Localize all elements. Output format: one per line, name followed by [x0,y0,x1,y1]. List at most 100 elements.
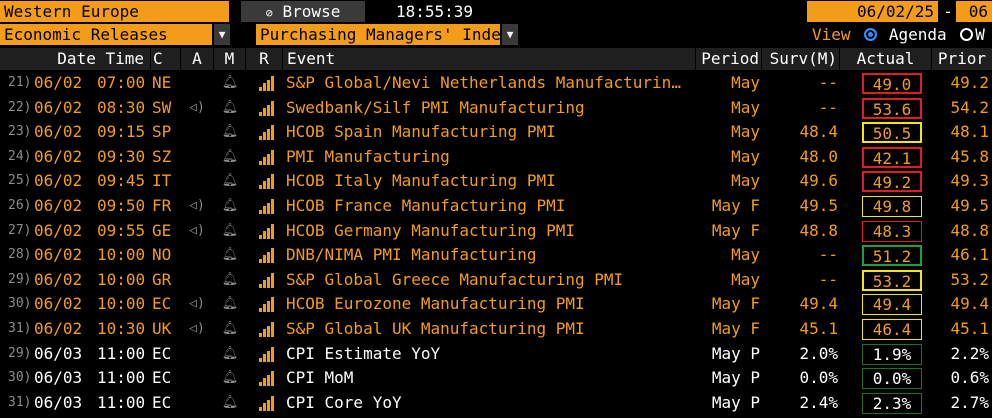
speaker-icon[interactable]: ◁) [189,321,205,336]
row-survey: -- [818,97,838,117]
row-survey: 49.6 [799,171,838,191]
bell-icon[interactable]: 🔔︎ [221,198,239,213]
row-event[interactable]: HCOB Eurozone Manufacturing PMI [286,294,585,314]
bell-icon[interactable]: 🔔︎ [221,173,239,189]
row-number: 27) [8,222,32,238]
col-survey[interactable]: Surv(M) [762,48,840,70]
row-event[interactable]: Swedbank/Silf PMI Manufacturing [286,97,585,117]
bell-icon[interactable]: 🔔︎ [221,124,239,140]
row-event[interactable]: DNB/NIMA PMI Manufacturing [286,245,537,265]
end-date-field[interactable]: 06 [956,1,992,22]
row-country: SZ [152,146,172,166]
col-monitor[interactable]: M [214,48,246,70]
table-row[interactable]: 30) 06/03 11:00 EC 🔔︎ CPI MoM May P 0.0% 0.0% 0.6… [0,366,992,391]
row-date: 06/02 [34,122,83,142]
row-time: 07:00 [97,73,146,92]
relevance-bars-icon [259,76,275,91]
table-row[interactable]: 28) 06/02 10:00 NO 🔔︎ DNB/NIMA PMI Manufactur… [0,243,992,268]
row-number: 29) [8,271,32,287]
table-row[interactable]: 30) 06/02 10:00 EC ◁) 🔔︎ HCOB Eurozone Manufac… [0,292,992,317]
agenda-option[interactable]: Agenda [888,25,947,44]
bell-icon[interactable]: 🔔︎ [221,394,239,410]
col-relevance[interactable]: R [246,48,283,70]
col-country[interactable]: C [151,48,181,70]
row-date: 06/03 [34,392,83,412]
table-row[interactable]: 29) 06/02 10:00 GR 🔔︎ S&P Global Greece Manuf… [0,268,992,293]
category-select[interactable]: Economic Releases [0,24,212,45]
table-row[interactable]: 21) 06/02 07:00 NE 🔔︎ S&P Global/Nevi Netherl… [0,71,992,96]
row-country: SW [152,97,172,117]
row-time: 10:00 [97,269,146,289]
bell-icon[interactable]: 🔔︎ [221,271,239,287]
row-event[interactable]: S&P Global UK Manufacturing PMI [286,319,585,338]
speaker-icon[interactable]: ◁) [189,296,205,312]
bell-icon[interactable]: 🔔︎ [221,75,239,90]
row-date: 06/03 [34,343,83,363]
browse-button[interactable]: ⊘ Browse [241,1,365,22]
row-event[interactable]: HCOB Germany Manufacturing PMI [286,220,575,240]
row-time: 11:00 [97,343,146,363]
bell-icon[interactable]: 🔔︎ [221,99,239,115]
other-view-radio-icon[interactable] [960,28,974,41]
row-event[interactable]: HCOB Spain Manufacturing PMI [286,122,556,142]
row-country: GR [152,269,172,289]
row-date: 06/02 [34,146,83,166]
row-event[interactable]: HCOB Italy Manufacturing PMI [286,171,556,191]
speaker-icon[interactable]: ◁) [189,222,205,238]
index-filter-select[interactable]: Purchasing Managers' Index [256,24,500,45]
col-period[interactable]: Period [696,48,762,70]
bell-icon[interactable]: 🔔︎ [221,345,239,361]
row-event[interactable]: PMI Manufacturing [286,146,450,166]
table-row[interactable]: 26) 06/02 09:50 FR ◁) 🔔︎ HCOB France Manufactu… [0,194,992,219]
relevance-bars-icon [259,125,275,141]
bell-icon[interactable]: 🔔︎ [221,370,239,386]
table-row[interactable]: 31) 06/03 11:00 EC 🔔︎ CPI Core YoY May P 2.4% 2.… [0,391,992,416]
bell-icon[interactable]: 🔔︎ [221,321,239,336]
table-row[interactable]: 22) 06/02 08:30 SW ◁) 🔔︎ Swedbank/Silf PMI Man… [0,96,992,121]
row-prior: 48.8 [950,220,989,240]
row-prior: 49.3 [950,171,989,191]
row-event[interactable]: CPI Core YoY [286,392,402,412]
row-country: EC [152,294,172,314]
table-row[interactable]: 25) 06/02 09:45 IT 🔔︎ HCOB Italy Manufacturin… [0,169,992,194]
col-prior[interactable]: Prior [937,49,986,68]
row-country: GE [152,220,172,240]
row-event[interactable]: CPI MoM [286,368,354,388]
table-row[interactable]: 27) 06/02 09:55 GE ◁) 🔔︎ HCOB Germany Manufact… [0,219,992,244]
row-period: May [731,73,760,92]
row-actual: 2.3% [862,392,922,414]
category-dropdown-icon[interactable]: ▼ [214,24,230,45]
table-row[interactable]: 23) 06/02 09:15 SP 🔔︎ HCOB Spain Manufacturin… [0,120,992,145]
index-filter-dropdown-icon[interactable]: ▼ [502,24,518,45]
region-field[interactable]: Western Europe [0,1,229,22]
speaker-icon[interactable]: ◁) [189,198,205,213]
col-alert[interactable]: A [181,48,214,70]
bell-icon[interactable]: 🔔︎ [221,247,239,263]
row-actual: 49.2 [862,171,922,193]
row-period: May [731,245,760,265]
table-row[interactable]: 24) 06/02 09:30 SZ 🔔︎ PMI Manufacturing May 48.… [0,145,992,170]
col-date-time[interactable]: Date Time [0,48,151,70]
row-event[interactable]: CPI Estimate YoY [286,343,441,363]
other-view-option[interactable]: W [975,25,985,44]
bell-icon[interactable]: 🔔︎ [221,148,239,164]
col-event[interactable]: Event [283,48,696,70]
start-date-field[interactable]: 06/02/25 [807,1,938,22]
relevance-bars-icon [259,149,275,165]
row-actual: 53.2 [862,269,922,291]
speaker-icon[interactable]: ◁) [189,99,205,115]
col-actual[interactable]: Actual [840,48,932,70]
row-survey: 49.5 [799,196,838,215]
agenda-radio-icon[interactable] [864,28,878,41]
row-number: 30) [8,370,32,386]
row-event[interactable]: HCOB France Manufacturing PMI [286,196,566,215]
table-row[interactable]: 29) 06/03 11:00 EC 🔔︎ CPI Estimate YoY May P 2.… [0,342,992,367]
bell-icon[interactable]: 🔔︎ [221,222,239,238]
row-event[interactable]: S&P Global Greece Manufacturing PMI [286,269,624,289]
table-row[interactable]: 31) 06/02 10:30 UK ◁) 🔔︎ S&P Global UK Manufac… [0,317,992,342]
row-survey: -- [818,73,838,92]
date-range-separator: - [943,2,953,21]
row-survey: -- [818,245,838,265]
row-event[interactable]: S&P Global/Nevi Netherlands Manufacturin… [286,73,681,92]
bell-icon[interactable]: 🔔︎ [221,296,239,312]
